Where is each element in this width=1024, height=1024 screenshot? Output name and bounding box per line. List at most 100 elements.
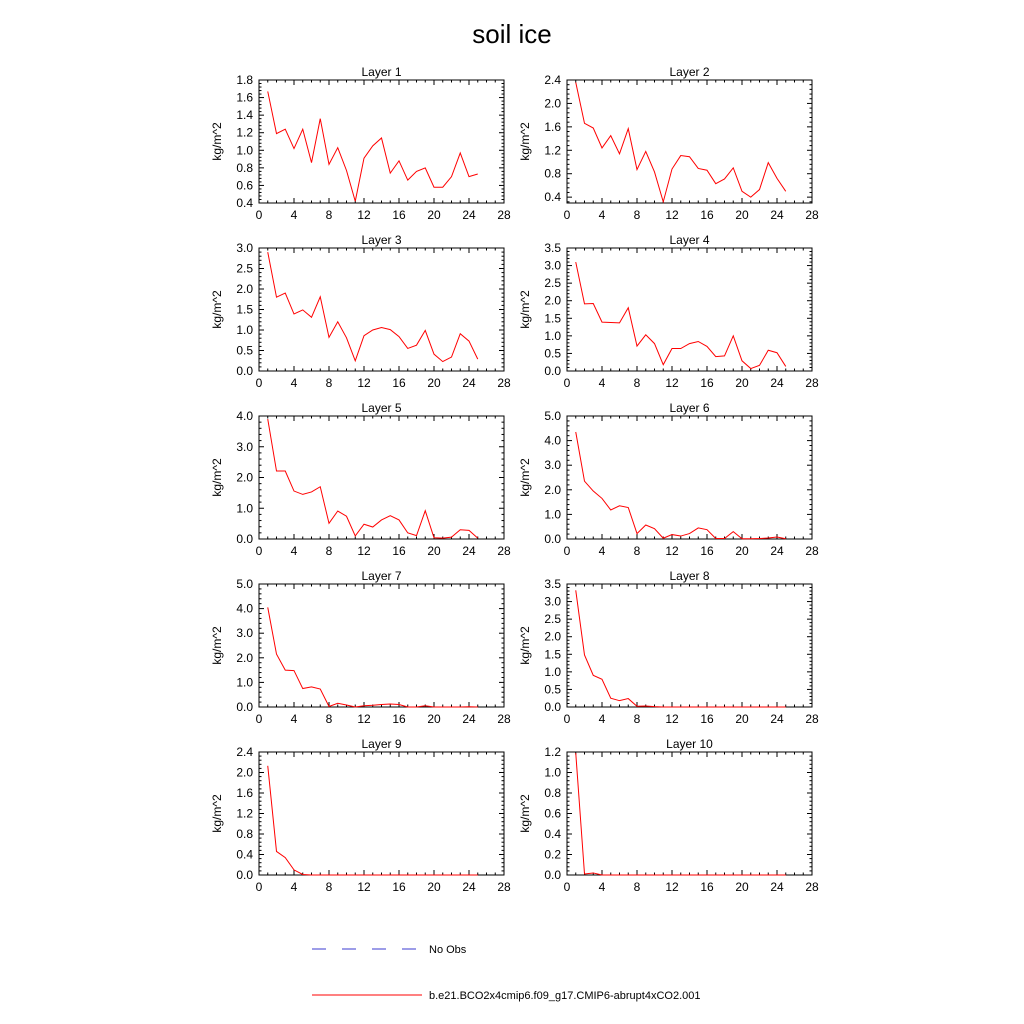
plot-frame [566, 79, 813, 204]
x-tick-label: 16 [700, 544, 714, 558]
x-tick-label: 16 [700, 880, 714, 894]
y-tick-label: 0.0 [236, 364, 253, 378]
panel-title: Layer 9 [361, 737, 401, 751]
x-tick-label: 20 [735, 880, 749, 894]
y-axis-label: kg/m^2 [210, 626, 224, 665]
x-tick-label: 12 [357, 208, 371, 222]
x-tick-label: 20 [427, 376, 441, 390]
x-tick-label: 16 [700, 712, 714, 726]
y-tick-label: 3.0 [544, 259, 561, 273]
series-line [575, 82, 787, 204]
x-tick-label: 28 [805, 544, 819, 558]
y-axis-label: kg/m^2 [518, 122, 532, 161]
x-tick-label: 0 [564, 376, 571, 390]
y-tick-label: 3.5 [544, 241, 561, 255]
x-tick-label: 8 [326, 544, 333, 558]
x-tick-label: 24 [462, 544, 476, 558]
y-tick-label: 1.2 [236, 126, 253, 140]
y-tick-label: 0.8 [236, 161, 253, 175]
y-tick-label: 3.5 [544, 577, 561, 591]
x-tick-label: 4 [291, 712, 298, 726]
x-tick-label: 8 [634, 376, 641, 390]
y-tick-label: 5.0 [236, 577, 253, 591]
x-tick-label: 24 [462, 208, 476, 222]
panel-title: Layer 8 [669, 569, 709, 583]
y-tick-label: 1.2 [236, 807, 253, 821]
x-tick-label: 0 [256, 712, 263, 726]
y-axis-label: kg/m^2 [210, 290, 224, 329]
series-line [267, 91, 478, 202]
plot-frame [258, 583, 505, 708]
plot-frame [258, 79, 505, 204]
y-tick-label: 2.0 [236, 282, 253, 296]
y-tick-label: 0.0 [544, 868, 561, 882]
x-tick-label: 24 [462, 712, 476, 726]
x-tick-label: 4 [291, 880, 298, 894]
y-tick-label: 3.0 [544, 458, 561, 472]
y-tick-label: 1.0 [236, 675, 253, 689]
y-tick-label: 3.0 [236, 241, 253, 255]
panel-layer-5: Layer 5 kg/m^2 0 4 8 12 16 20 24 28 0.0 1.0 2.0 3.0 4.… [210, 401, 511, 558]
x-tick-label: 28 [805, 208, 819, 222]
x-tick-label: 20 [427, 544, 441, 558]
series-line [267, 765, 478, 876]
plot-frame [566, 583, 813, 708]
y-tick-label: 1.6 [544, 120, 561, 134]
y-tick-label: 1.5 [544, 311, 561, 325]
x-tick-label: 24 [770, 376, 784, 390]
panel-layer-9: Layer 9 kg/m^2 0 4 8 12 16 20 24 28 0.0 0.4 0.8 1.2 1.… [210, 737, 511, 894]
x-tick-label: 8 [634, 712, 641, 726]
panel-layer-4: Layer 4 kg/m^2 0 4 8 12 16 20 24 28 0.0 0.5 1.0 1.5 2.… [518, 233, 819, 390]
x-tick-label: 24 [462, 880, 476, 894]
series-line [575, 431, 786, 540]
x-tick-label: 20 [427, 880, 441, 894]
x-tick-label: 20 [427, 712, 441, 726]
y-tick-label: 2.4 [544, 73, 561, 87]
plot-frame [566, 415, 813, 540]
panel-title: Layer 4 [669, 233, 709, 247]
y-axis-label: kg/m^2 [518, 626, 532, 665]
y-tick-label: 0.5 [544, 682, 561, 696]
y-tick-label: 2.5 [544, 276, 561, 290]
y-tick-label: 1.0 [236, 143, 253, 157]
series-line [575, 261, 787, 370]
y-tick-label: 0.0 [236, 700, 253, 714]
panel-title: Layer 2 [669, 65, 709, 79]
x-tick-label: 16 [392, 712, 406, 726]
y-tick-label: 1.0 [544, 766, 561, 780]
y-tick-label: 1.6 [236, 91, 253, 105]
y-axis-label: kg/m^2 [518, 794, 532, 833]
panel-title: Layer 10 [666, 737, 713, 751]
plot-frame [566, 751, 813, 876]
x-tick-label: 4 [291, 376, 298, 390]
x-tick-label: 16 [392, 880, 406, 894]
x-tick-label: 16 [392, 208, 406, 222]
y-tick-label: 1.2 [544, 745, 561, 759]
y-tick-label: 0.4 [236, 848, 253, 862]
y-tick-label: 0.4 [544, 827, 561, 841]
y-tick-label: 0.8 [236, 827, 253, 841]
y-tick-label: 1.8 [236, 73, 253, 87]
x-tick-label: 8 [634, 880, 641, 894]
series-line [267, 252, 479, 363]
x-tick-label: 8 [634, 544, 641, 558]
plot-frame [258, 247, 505, 372]
y-tick-label: 0.0 [236, 532, 253, 546]
y-tick-label: 0.0 [236, 868, 253, 882]
series-line [267, 418, 479, 539]
y-tick-label: 3.0 [544, 595, 561, 609]
y-tick-label: 2.4 [236, 745, 253, 759]
y-axis-label: kg/m^2 [518, 290, 532, 329]
legend: No Obs b.e21.BCO2x4cmip6.f09_g17.CMIP6-a… [312, 944, 701, 1002]
plot-frame [258, 751, 505, 876]
y-tick-label: 3.0 [236, 440, 253, 454]
y-tick-label: 0.4 [236, 196, 253, 210]
y-tick-label: 2.0 [544, 294, 561, 308]
x-tick-label: 16 [700, 376, 714, 390]
y-tick-label: 2.0 [544, 483, 561, 497]
x-tick-label: 12 [665, 376, 679, 390]
x-tick-label: 12 [357, 544, 371, 558]
x-tick-label: 28 [805, 376, 819, 390]
x-tick-label: 28 [805, 880, 819, 894]
